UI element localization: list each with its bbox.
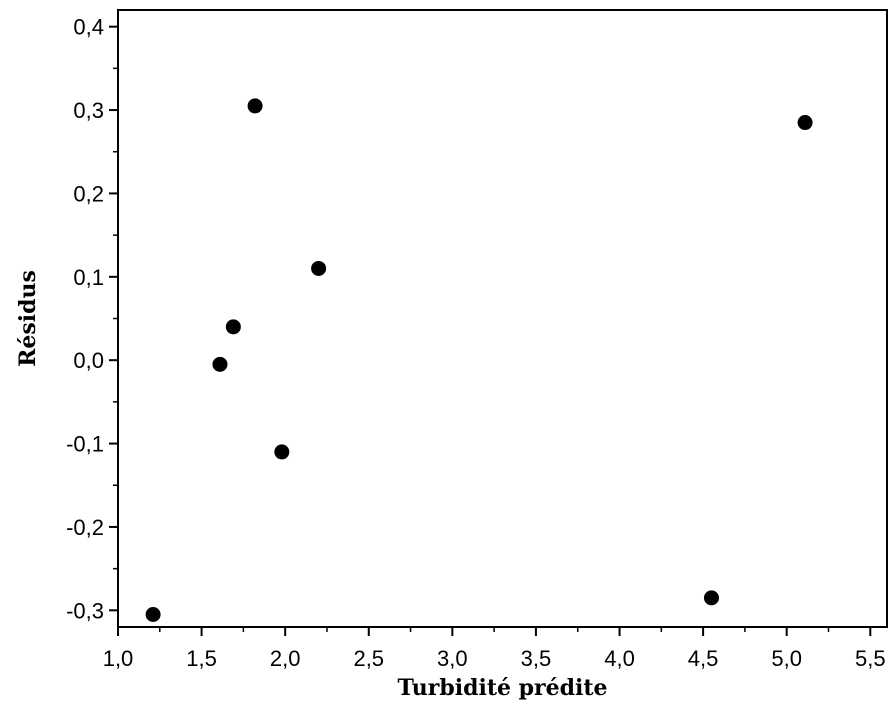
x-tick-label: 2,5 xyxy=(353,646,384,671)
x-tick-label: 1,5 xyxy=(186,646,217,671)
data-point xyxy=(247,98,263,114)
x-axis-title: Turbidité prédite xyxy=(397,675,607,701)
data-points xyxy=(145,98,813,622)
data-point xyxy=(274,444,290,460)
y-tick-label: 0,3 xyxy=(73,98,104,123)
y-tick-label: 0,0 xyxy=(73,348,104,373)
y-tick-label: -0,3 xyxy=(66,598,104,623)
y-axis-ticks: -0,3 -0,2 -0,1 0,0 0,1 0,2 0,3 0,4 xyxy=(66,15,118,623)
data-point xyxy=(703,590,719,606)
data-point xyxy=(797,115,813,131)
x-tick-label: 5,5 xyxy=(855,646,886,671)
x-tick-label: 3,0 xyxy=(437,646,468,671)
x-tick-label: 3,5 xyxy=(521,646,552,671)
x-tick-label: 2,0 xyxy=(270,646,301,671)
x-axis-ticks: 1,0 1,5 2,0 2,5 3,0 3,5 4,0 4,5 5,0 5,5 xyxy=(103,627,886,671)
x-tick-label: 5,0 xyxy=(771,646,802,671)
x-tick-label: 4,5 xyxy=(688,646,719,671)
y-tick-label: 0,2 xyxy=(73,181,104,206)
data-point xyxy=(225,319,241,335)
data-point xyxy=(311,260,327,276)
x-tick-label: 4,0 xyxy=(604,646,635,671)
plot-frame xyxy=(117,9,888,628)
y-tick-label: -0,2 xyxy=(66,515,104,540)
y-tick-label: -0,1 xyxy=(66,432,104,457)
data-point xyxy=(145,606,161,622)
y-tick-label: 0,1 xyxy=(73,265,104,290)
data-point xyxy=(212,356,228,372)
x-tick-label: 1,0 xyxy=(103,646,134,671)
y-axis-title: Résidus xyxy=(15,270,41,367)
y-tick-label: 0,4 xyxy=(73,15,104,40)
